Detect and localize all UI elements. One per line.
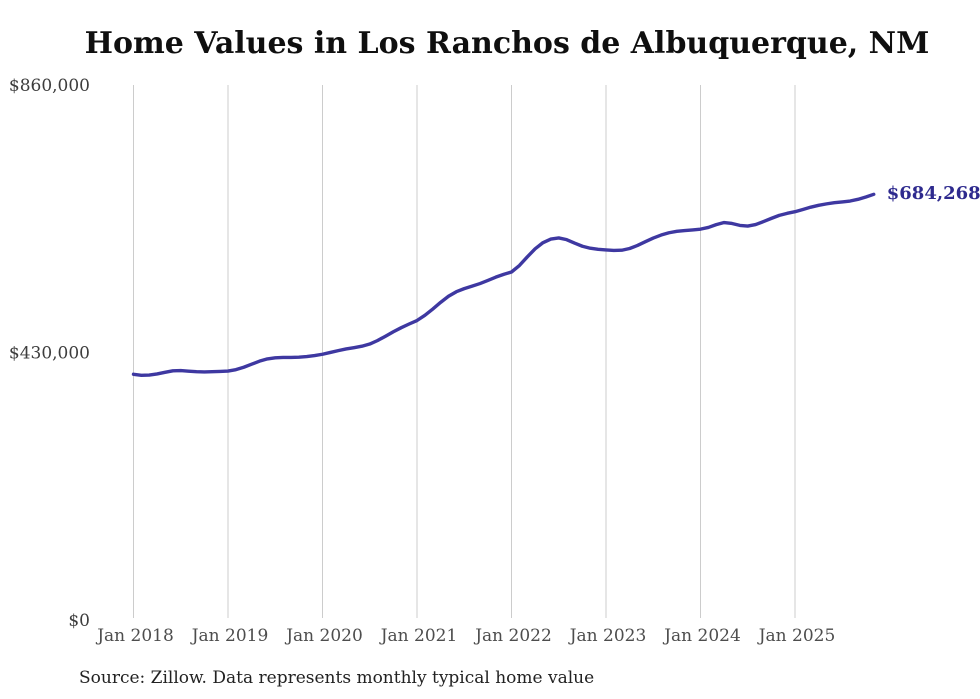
y-tick-label: $860,000 xyxy=(9,76,90,96)
latest-value-label: $684,268 xyxy=(886,183,980,205)
x-tick-label: Jan 2023 xyxy=(568,626,647,646)
x-tick-label: Jan 2018 xyxy=(95,626,174,646)
home-value-series-line xyxy=(131,192,876,377)
x-tick-label: Jan 2019 xyxy=(190,626,269,646)
x-tick-label: Jan 2020 xyxy=(284,626,363,646)
x-tick-label: Jan 2022 xyxy=(473,626,552,646)
x-tick-label: Jan 2021 xyxy=(379,626,458,646)
y-tick-label: $0 xyxy=(68,611,90,631)
x-tick-label: Jan 2025 xyxy=(757,626,836,646)
source-note: Source: Zillow. Data represents monthly … xyxy=(79,668,595,688)
y-tick-label: $430,000 xyxy=(9,344,90,364)
chart-title: Home Values in Los Ranchos de Albuquerqu… xyxy=(84,26,930,61)
x-tick-label: Jan 2024 xyxy=(662,626,741,646)
